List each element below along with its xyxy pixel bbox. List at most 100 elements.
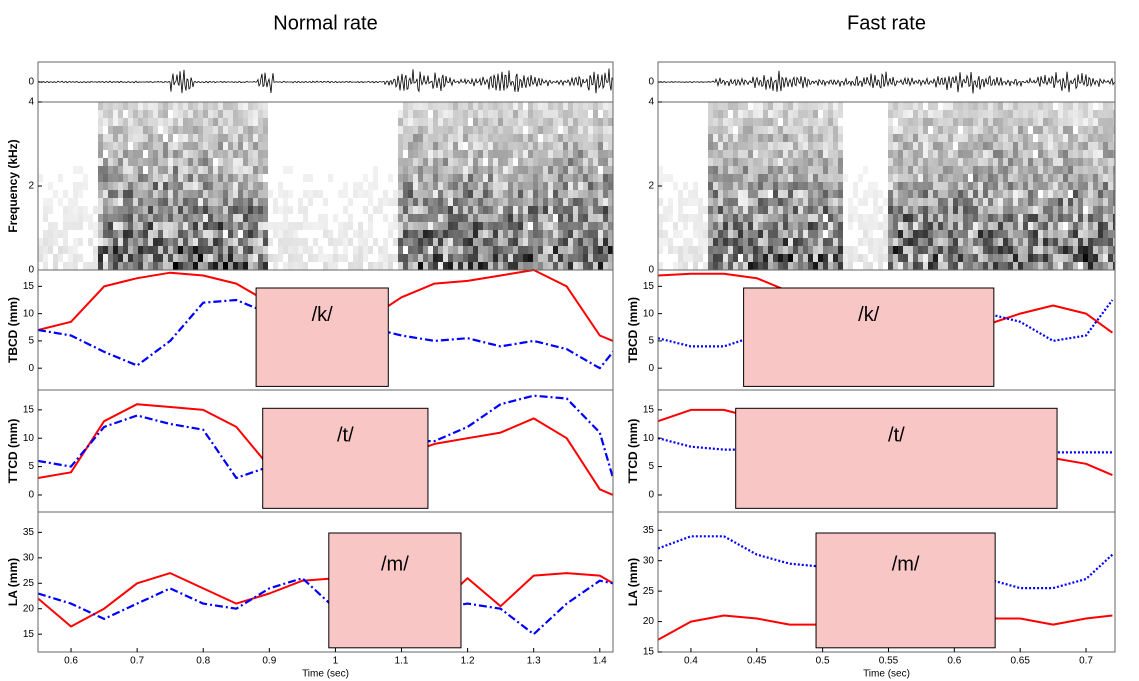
spectrogram-cell: [493, 126, 498, 134]
spectrogram-cell: [918, 166, 923, 174]
spectrogram-cell: [1018, 230, 1023, 238]
spectrogram-cell: [138, 214, 143, 222]
spectrogram-cell: [793, 230, 798, 238]
spectrogram-cell: [683, 214, 688, 222]
spectrogram-cell: [733, 134, 738, 142]
spectrogram-cell: [133, 102, 138, 110]
spectrogram-cell: [703, 246, 708, 254]
spectrogram-cell: [453, 246, 458, 254]
spectrogram-cell: [478, 142, 483, 150]
spectrogram-cell: [1038, 262, 1043, 270]
spectrogram-cell: [1053, 158, 1058, 166]
spectrogram-cell: [428, 102, 433, 110]
spectrogram-cell: [563, 166, 568, 174]
spectrogram-cell: [303, 246, 308, 254]
spectrogram-cell: [913, 142, 918, 150]
spectrogram-cell: [63, 222, 68, 230]
spectrogram-cell: [138, 126, 143, 134]
spectrogram-cell: [603, 214, 608, 222]
spectrogram-cell: [503, 222, 508, 230]
spectrogram-cell: [1013, 190, 1018, 198]
spectrogram-cell: [983, 246, 988, 254]
spectrogram-cell: [728, 126, 733, 134]
spectrogram-cell: [483, 126, 488, 134]
spectrogram-cell: [503, 174, 508, 182]
spectrogram-cell: [443, 254, 448, 262]
spectrogram-cell: [738, 262, 743, 270]
spectrogram-cell: [383, 238, 388, 246]
spectrogram-cell: [268, 254, 273, 262]
series-line: [38, 578, 613, 634]
spectrogram-cell: [1083, 126, 1088, 134]
spectrogram-cell: [948, 206, 953, 214]
spectrogram-cell: [593, 142, 598, 150]
spectrogram-cell: [943, 118, 948, 126]
spectrogram-cell: [723, 190, 728, 198]
spectrogram-cell: [748, 150, 753, 158]
spectrogram-cell: [858, 254, 863, 262]
spectrogram-cell: [418, 254, 423, 262]
spectrogram-cell: [973, 182, 978, 190]
spectrogram-cell: [1023, 102, 1028, 110]
spectrogram-cell: [938, 158, 943, 166]
spectrogram-cell: [768, 126, 773, 134]
spectrogram-cell: [938, 134, 943, 142]
spectrogram-cell: [528, 126, 533, 134]
spectrogram-cell: [473, 142, 478, 150]
spectrogram-cell: [243, 246, 248, 254]
spectrogram-cell: [148, 238, 153, 246]
spectrogram-cell: [728, 222, 733, 230]
spectrogram-cell: [1103, 206, 1108, 214]
spectrogram-cell: [873, 246, 878, 254]
spectrogram-cell: [888, 238, 893, 246]
spectrogram-cell: [868, 222, 873, 230]
spectrogram-cell: [198, 246, 203, 254]
spectrogram-cell: [443, 174, 448, 182]
spectrogram-cell: [473, 262, 478, 270]
spectrogram-cell: [193, 166, 198, 174]
spectrogram-cell: [888, 150, 893, 158]
spectrogram-cell: [198, 238, 203, 246]
spectrogram-cell: [113, 102, 118, 110]
spectrogram-cell: [788, 238, 793, 246]
spectrogram-cell: [673, 222, 678, 230]
spectrogram-cell: [998, 182, 1003, 190]
spectrogram-cell: [278, 254, 283, 262]
spectrogram-cell: [1038, 118, 1043, 126]
spectrogram-cell: [108, 118, 113, 126]
spectrogram-cell: [838, 150, 843, 158]
spectrogram-cell: [268, 222, 273, 230]
spectrogram-cell: [58, 246, 63, 254]
spectrogram-cell: [583, 222, 588, 230]
spectrogram-cell: [478, 150, 483, 158]
spectrogram-cell: [233, 142, 238, 150]
spectrogram-cell: [588, 158, 593, 166]
spectrogram-cell: [243, 150, 248, 158]
spectrogram-cell: [533, 222, 538, 230]
spectrogram-cell: [148, 206, 153, 214]
x-tick-label: 1: [333, 656, 339, 667]
spectrogram-cell: [218, 230, 223, 238]
spectrogram-cell: [938, 214, 943, 222]
spectrogram-cell: [578, 254, 583, 262]
spectrogram-cell: [168, 150, 173, 158]
spectrogram-cell: [1048, 214, 1053, 222]
spectrogram-cell: [253, 230, 258, 238]
spectrogram-cell: [503, 134, 508, 142]
spectrogram-cell: [53, 238, 58, 246]
spectrogram-cell: [993, 206, 998, 214]
spectrogram-cell: [523, 118, 528, 126]
spectrogram-cell: [593, 238, 598, 246]
spectrogram-cell: [838, 214, 843, 222]
spectrogram-cell: [1058, 142, 1063, 150]
spectrogram-cell: [743, 166, 748, 174]
spectrogram-cell: [778, 222, 783, 230]
spectrogram-cell: [1038, 142, 1043, 150]
spectrogram-cell: [1098, 230, 1103, 238]
spectrogram-cell: [768, 246, 773, 254]
spectrogram-cell: [588, 174, 593, 182]
spectrogram-cell: [568, 262, 573, 270]
spectrogram-cell: [198, 134, 203, 142]
spectrogram-cell: [1093, 126, 1098, 134]
